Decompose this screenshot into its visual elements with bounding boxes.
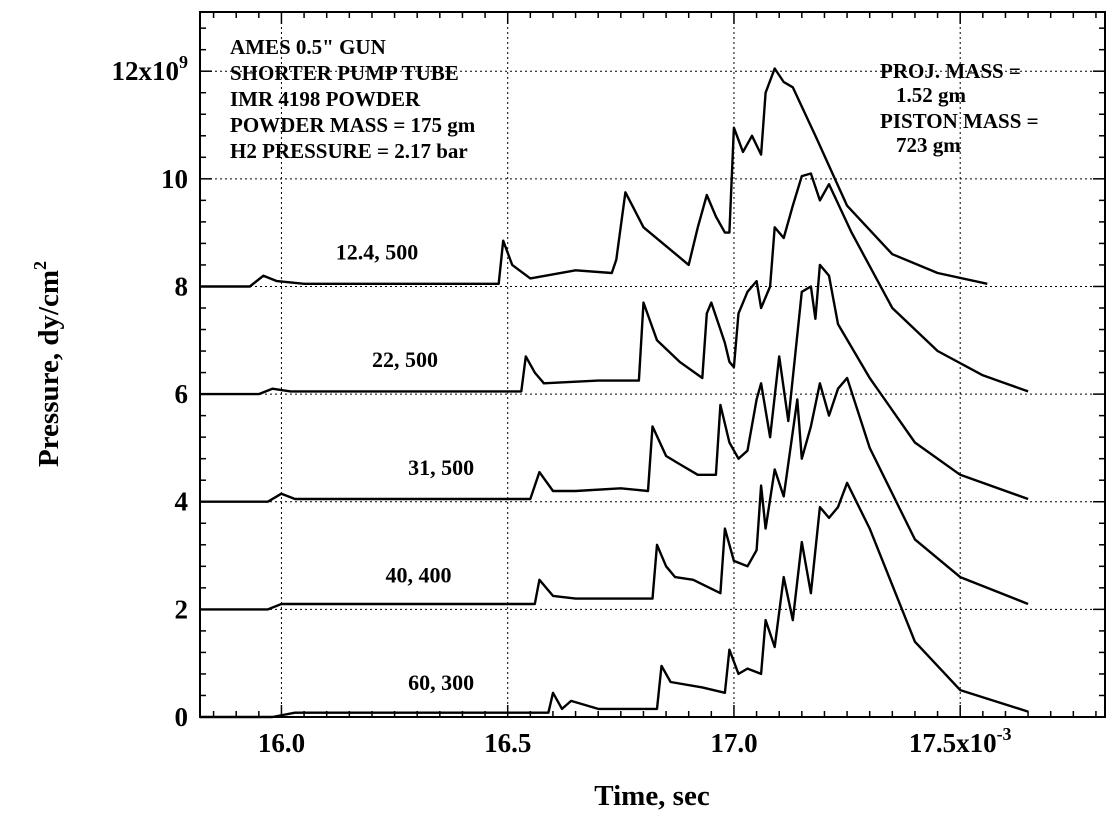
annotation-line: SHORTER PUMP TUBE bbox=[230, 61, 459, 85]
series-label: 22, 500 bbox=[372, 347, 438, 372]
y-axis-title-sup: 2 bbox=[30, 261, 50, 270]
x-tick-label: 16.0 bbox=[258, 728, 305, 758]
series-label: 60, 300 bbox=[408, 670, 474, 695]
annotation-line: PISTON MASS = bbox=[880, 109, 1039, 133]
x-tick-label: 17.0 bbox=[710, 728, 757, 758]
x-axis-title: Time, sec bbox=[594, 780, 710, 812]
y-tick-label: 8 bbox=[175, 271, 189, 301]
axis-tick-labels: 16.0 16.5 17.0 17.5x10-3 0 2 4 6 8 10 12x109 bbox=[112, 52, 1012, 758]
series-line bbox=[200, 172, 1029, 396]
annotation-line: 1.52 gm bbox=[896, 83, 967, 107]
y-tick-label: 4 bbox=[175, 487, 189, 517]
annotation-line: POWDER MASS = 175 gm bbox=[230, 113, 476, 137]
annotation-left: AMES 0.5" GUN SHORTER PUMP TUBE IMR 4198… bbox=[230, 35, 476, 163]
series-line bbox=[200, 67, 988, 288]
y-tick-label: 0 bbox=[175, 702, 189, 732]
x-tick-label: 17.5x10-3 bbox=[909, 724, 1012, 758]
y-tick-label: 10 bbox=[161, 164, 188, 194]
pressure-curves bbox=[200, 67, 1029, 719]
y-tick-label: 2 bbox=[175, 594, 189, 624]
annotation-line: IMR 4198 POWDER bbox=[230, 87, 421, 111]
series-label: 12.4, 500 bbox=[336, 240, 419, 265]
y-axis-title: Pressure, dy/cm2 bbox=[30, 261, 65, 467]
y-tick-label: 6 bbox=[175, 379, 189, 409]
annotation-line: 723 gm bbox=[896, 133, 961, 157]
plot-frame bbox=[199, 11, 1106, 718]
annotation-line: PROJ. MASS = bbox=[880, 59, 1021, 83]
x-tick-label: 16.5 bbox=[484, 728, 531, 758]
series-label: 31, 500 bbox=[408, 455, 474, 480]
y-tick-label: 12x109 bbox=[112, 52, 189, 86]
axis-ticks bbox=[200, 12, 1105, 718]
annotation-line: AMES 0.5" GUN bbox=[230, 35, 386, 59]
annotation-line: H2 PRESSURE = 2.17 bar bbox=[230, 139, 468, 163]
y-axis-title-text: Pressure, dy/cm bbox=[33, 270, 65, 467]
series-line bbox=[200, 263, 1029, 503]
series-labels: 12.4, 500 22, 500 31, 500 40, 400 60, 300 bbox=[336, 240, 474, 696]
annotation-right: PROJ. MASS = 1.52 gm PISTON MASS = 723 g… bbox=[880, 59, 1039, 157]
series-line bbox=[200, 481, 1029, 719]
series-line bbox=[200, 376, 1029, 611]
series-label: 40, 400 bbox=[386, 562, 452, 587]
